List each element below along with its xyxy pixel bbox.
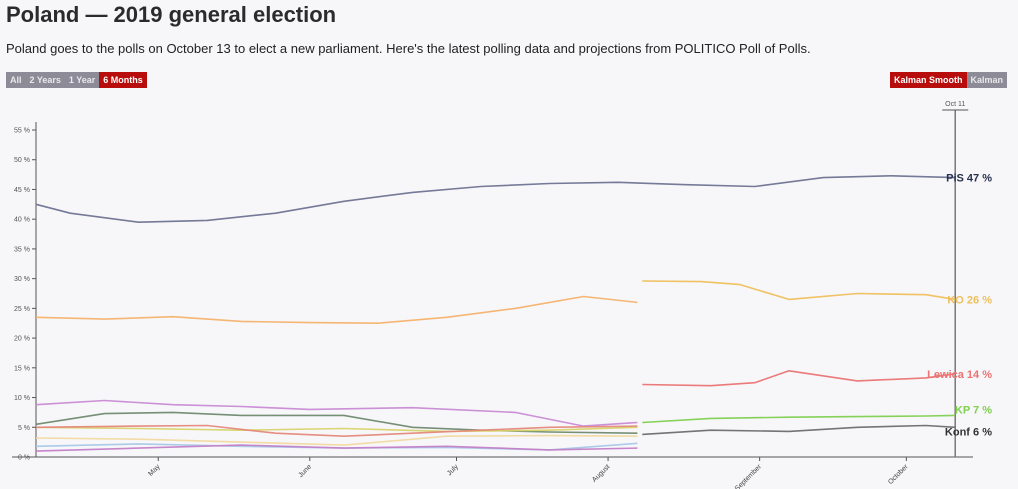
current-date-label: Oct 11 xyxy=(945,101,965,108)
x-tick-label: September xyxy=(734,463,764,489)
end-label-value: 14 % xyxy=(967,369,992,381)
x-tick-label: October xyxy=(887,463,910,486)
range-button-group: All 2 Years 1 Year 6 Months xyxy=(6,72,147,88)
x-tick-label: May xyxy=(147,463,162,478)
end-label-value: 6 % xyxy=(973,426,992,438)
end-label-party: Lewica xyxy=(927,369,967,381)
series-line-konf xyxy=(642,424,956,436)
range-6-months-button[interactable]: 6 Months xyxy=(99,72,147,88)
end-label-value: 26 % xyxy=(967,294,992,306)
y-tick-label: 20 % xyxy=(14,336,30,343)
series-line-unlabeled xyxy=(35,434,638,446)
end-label-party: PiS xyxy=(946,173,967,185)
x-tick-label: August xyxy=(591,463,611,483)
end-label-lewica: Lewica 14 % xyxy=(927,369,992,381)
end-label-party: Konf xyxy=(945,426,973,438)
x-tick-label: July xyxy=(446,463,460,477)
kalman-smooth-button[interactable]: Kalman Smooth xyxy=(890,72,967,88)
end-label-party: KP xyxy=(955,404,973,416)
y-tick-label: 15 % xyxy=(14,365,30,372)
end-label-pis: PiS 47 % xyxy=(946,173,992,185)
page-title: Poland — 2019 general election xyxy=(6,2,337,27)
series-line-lewica xyxy=(642,369,956,387)
y-tick-label: 0 % xyxy=(18,455,30,462)
end-label-kp: KP 7 % xyxy=(955,404,992,416)
series-line-unlabeled xyxy=(35,444,638,452)
end-label-ko: KO 26 % xyxy=(947,294,992,306)
y-tick-label: 40 % xyxy=(14,217,30,224)
range-2-years-button[interactable]: 2 Years xyxy=(25,72,65,88)
smoothing-button-group: Kalman Smooth Kalman xyxy=(890,72,1008,88)
y-tick-label: 50 % xyxy=(14,157,30,164)
end-label-party: KO xyxy=(947,294,967,306)
series-line-unlabeled xyxy=(35,399,638,427)
x-tick-label: June xyxy=(298,463,314,479)
end-label-konf: Konf 6 % xyxy=(945,426,992,438)
series-line-unlabeled xyxy=(35,426,638,433)
series-line-kp xyxy=(642,414,956,424)
series-line-pis xyxy=(35,175,956,223)
series-line-ko xyxy=(642,280,956,301)
y-tick-label: 55 % xyxy=(14,128,30,135)
end-label-value: 47 % xyxy=(967,173,992,185)
end-label-value: 7 % xyxy=(973,404,992,416)
kalman-button[interactable]: Kalman xyxy=(966,72,1008,88)
series-line-unlabeled xyxy=(35,424,638,438)
page-subtitle: Poland goes to the polls on October 13 t… xyxy=(6,41,811,56)
series-line-unlabeled xyxy=(35,411,638,434)
y-tick-label: 45 % xyxy=(14,187,30,194)
range-all-button[interactable]: All xyxy=(6,72,26,88)
y-tick-label: 35 % xyxy=(14,246,30,253)
y-tick-label: 30 % xyxy=(14,276,30,283)
y-tick-label: 10 % xyxy=(14,395,30,402)
y-tick-label: 25 % xyxy=(14,306,30,313)
series-line-unlabeled xyxy=(35,295,638,325)
y-tick-label: 5 % xyxy=(18,425,30,432)
range-1-year-button[interactable]: 1 Year xyxy=(64,72,100,88)
